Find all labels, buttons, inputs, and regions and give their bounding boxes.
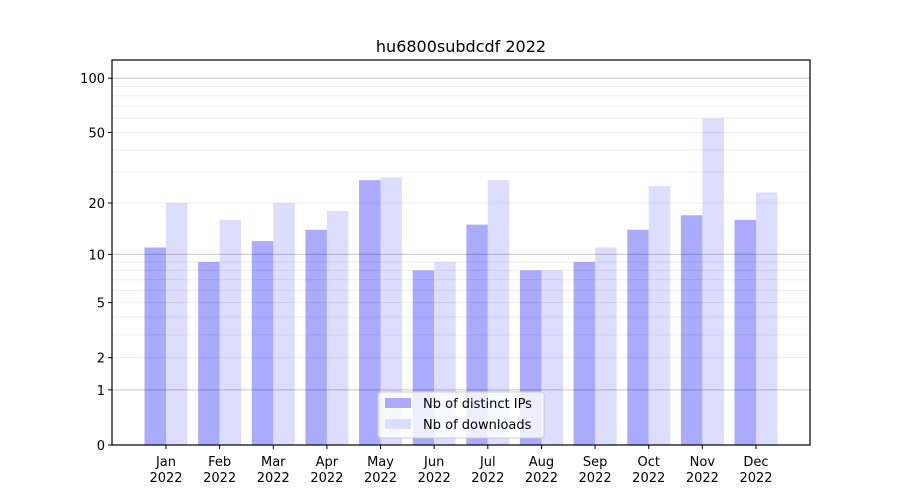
bar-ips [305, 229, 327, 445]
x-tick-label: Nov 2022 [686, 455, 719, 486]
legend: Nb of distinct IPs Nb of downloads [377, 391, 545, 439]
plot-frame [111, 59, 811, 446]
bar-downloads [648, 186, 671, 445]
bar-downloads [541, 270, 563, 445]
bar-ips [680, 215, 703, 445]
legend-swatch-ips [385, 398, 411, 408]
legend-label-ips: Nb of distinct IPs [423, 397, 532, 412]
y-tick-label: 5 [97, 297, 105, 312]
y-tick-label: 100 [80, 72, 105, 87]
x-tick-label: Aug 2022 [525, 455, 558, 486]
x-tick-label: Mar 2022 [257, 455, 290, 486]
bar-ips [734, 219, 756, 445]
x-tick-label: Oct 2022 [632, 455, 665, 486]
bar-downloads [756, 192, 778, 445]
bar-downloads [326, 210, 349, 445]
x-tick-label: Apr 2022 [310, 455, 343, 486]
bar-downloads [702, 118, 724, 445]
legend-label-downloads: Nb of downloads [423, 418, 532, 433]
bar-downloads [487, 180, 510, 445]
bar-downloads [219, 219, 242, 445]
bar-downloads [166, 203, 188, 445]
x-tick-label: Jan 2022 [149, 455, 182, 486]
x-tick-label: Jun 2022 [418, 455, 451, 486]
y-tick-label: 1 [97, 384, 105, 399]
bar-ips [466, 224, 488, 445]
bar-ips [251, 241, 274, 445]
chart-title: hu6800subdcdf 2022 [376, 37, 546, 56]
y-tick-label: 50 [88, 127, 105, 142]
bar-ips [359, 180, 381, 445]
bar-ips [573, 262, 596, 445]
y-tick-label: 20 [88, 197, 105, 212]
y-tick-label: 2 [97, 352, 105, 367]
legend-swatch-downloads [385, 419, 411, 429]
x-tick-label: Feb 2022 [203, 455, 236, 486]
bar-ips [144, 247, 166, 445]
y-tick-label: 0 [97, 439, 105, 454]
bar-ips [627, 229, 649, 445]
x-tick-label: Jul 2022 [471, 455, 504, 486]
x-tick-label: Dec 2022 [739, 455, 772, 486]
x-tick-label: May 2022 [364, 455, 397, 486]
bar-ips [198, 262, 220, 445]
bar-downloads [273, 203, 295, 445]
bar-downloads [380, 177, 403, 445]
bar-downloads [595, 247, 617, 445]
y-tick-label: 10 [88, 248, 105, 263]
x-tick-label: Sep 2022 [579, 455, 612, 486]
